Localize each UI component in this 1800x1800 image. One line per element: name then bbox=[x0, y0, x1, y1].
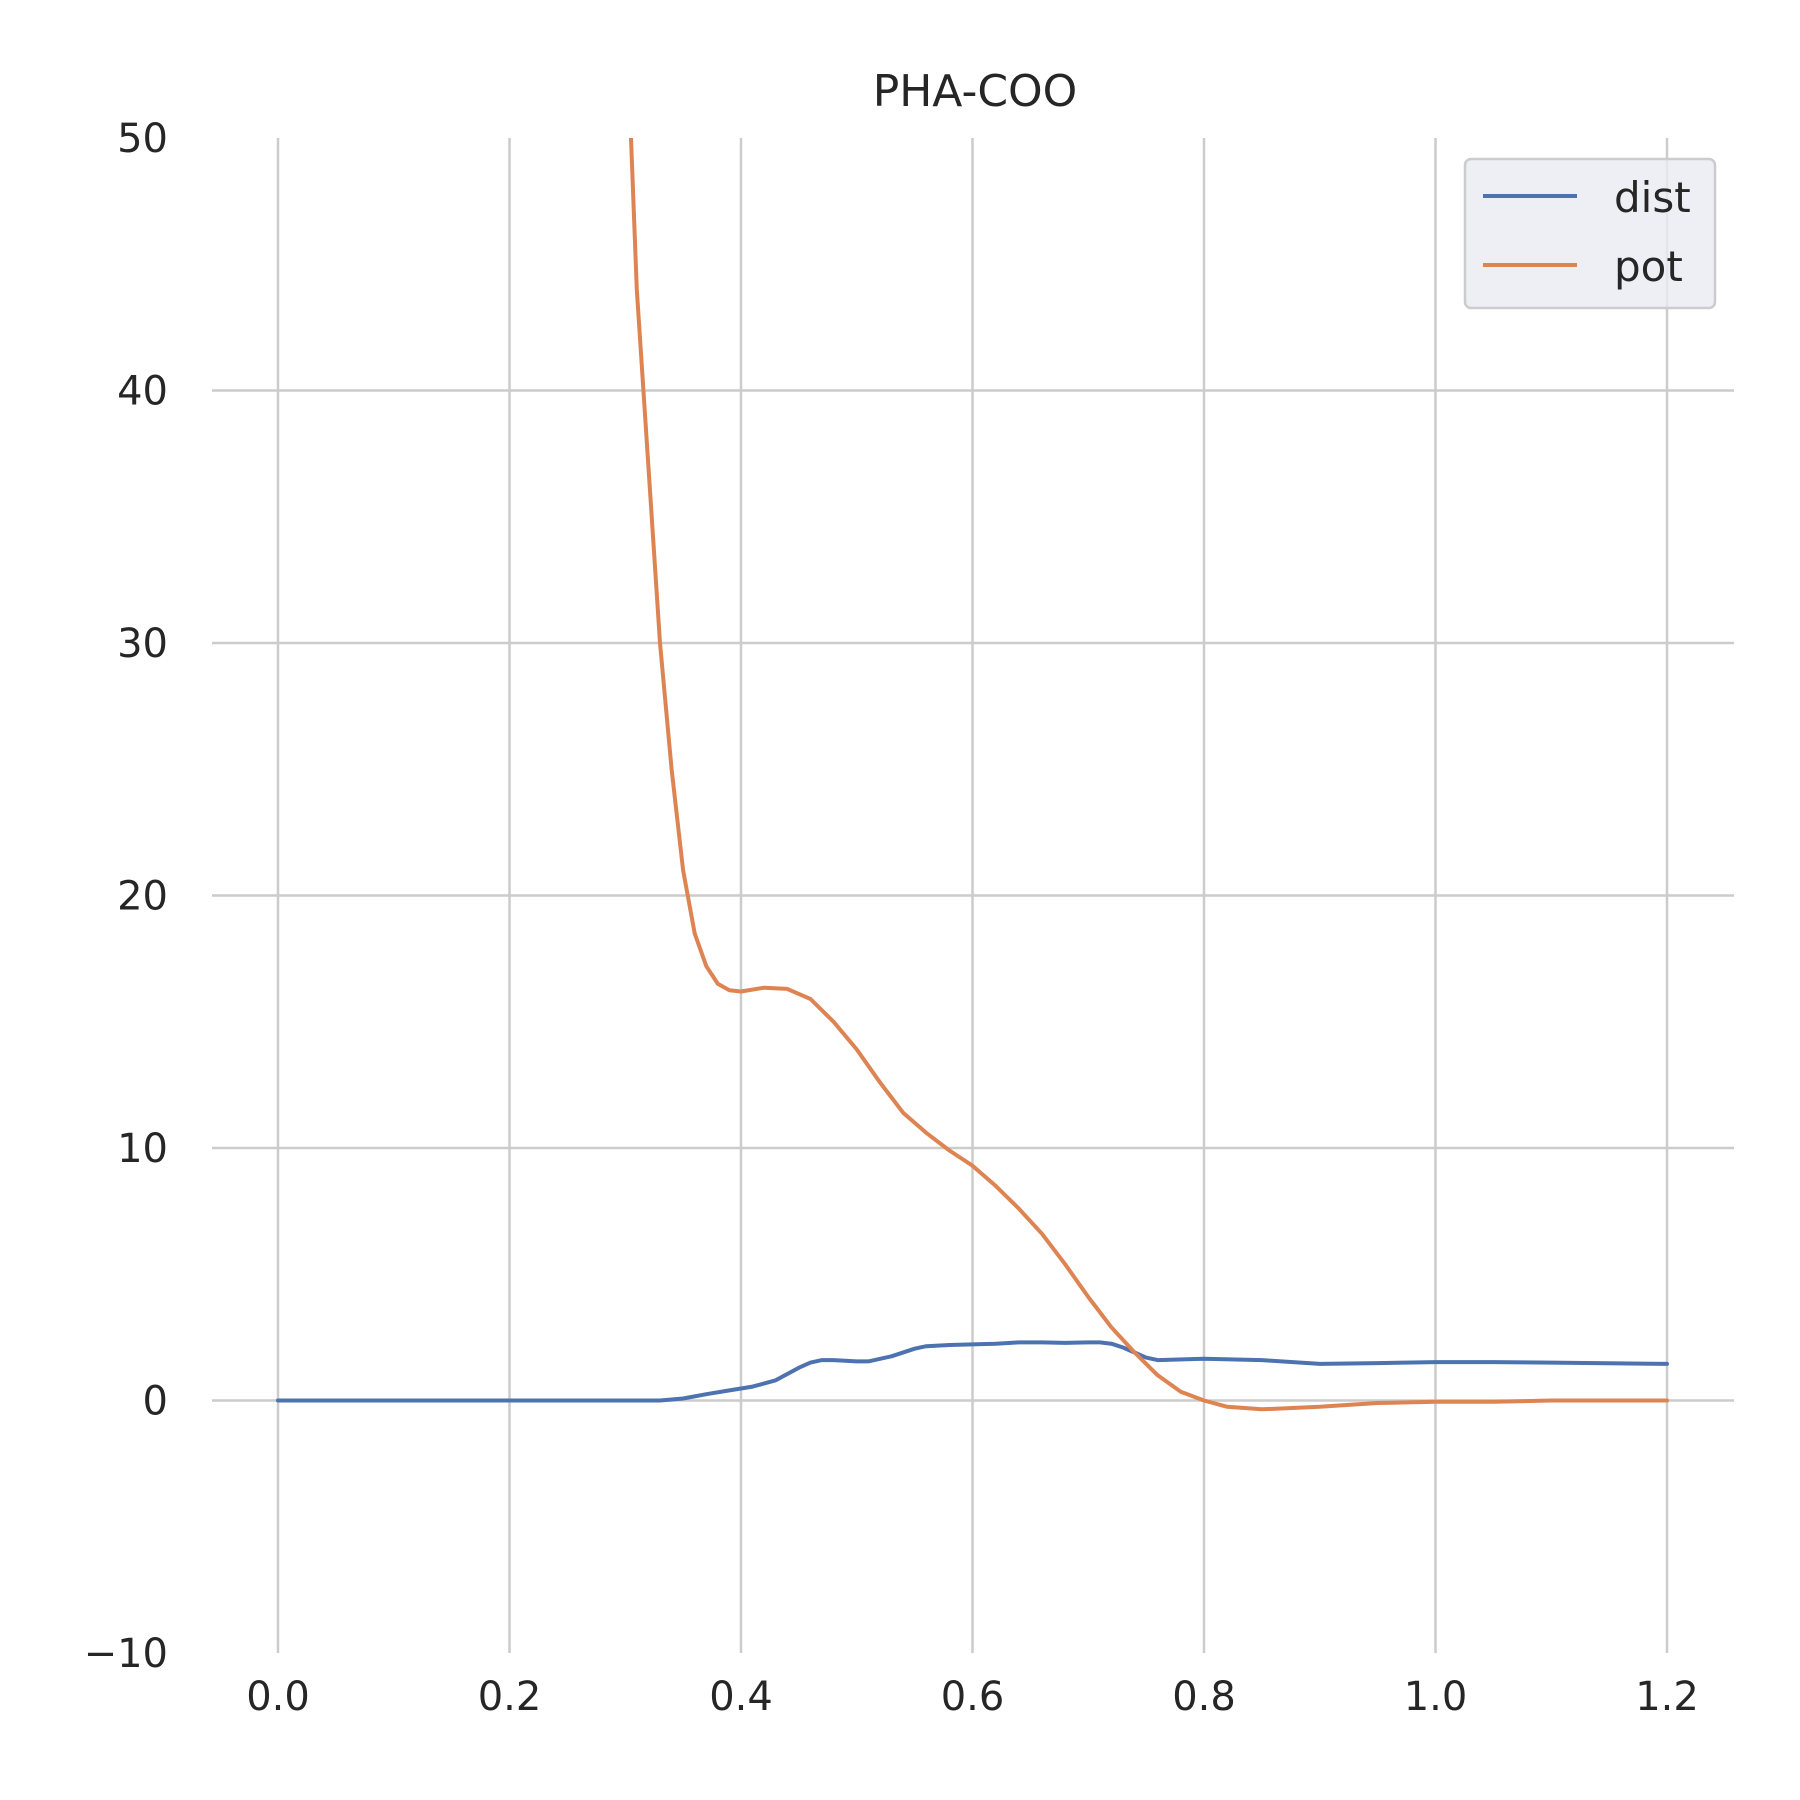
series-line-pot bbox=[629, 138, 1669, 1412]
x-tick-label: 1.0 bbox=[1404, 1674, 1468, 1720]
series-layer bbox=[276, 138, 1669, 1412]
legend-label-dist: dist bbox=[1614, 173, 1691, 222]
y-tick-label: 0 bbox=[143, 1379, 168, 1425]
x-tick-label: 0.6 bbox=[941, 1674, 1005, 1720]
series-line-dist bbox=[276, 1340, 1669, 1403]
chart-title: PHA-COO bbox=[873, 66, 1078, 117]
legend: dist pot bbox=[1463, 157, 1717, 310]
y-tick-label: 30 bbox=[117, 621, 168, 667]
x-tick-label: 0.4 bbox=[709, 1674, 773, 1720]
legend-label-pot: pot bbox=[1614, 242, 1683, 291]
y-tick-label: 20 bbox=[117, 874, 168, 920]
y-tick-label: 10 bbox=[117, 1126, 168, 1172]
x-tick-label: 0.8 bbox=[1172, 1674, 1236, 1720]
x-tick-label: 0.2 bbox=[478, 1674, 542, 1720]
y-tick-label: 50 bbox=[117, 116, 168, 162]
tick-labels: 0.0 0.2 0.4 0.6 0.8 1.0 1.2 50 40 30 20 10 0 −10 bbox=[84, 116, 1699, 1720]
x-tick-label: 1.2 bbox=[1635, 1674, 1699, 1720]
y-tick-label: 40 bbox=[117, 369, 168, 415]
x-tick-label: 0.0 bbox=[246, 1674, 310, 1720]
grid bbox=[212, 138, 1734, 1653]
y-tick-label: −10 bbox=[84, 1631, 168, 1677]
